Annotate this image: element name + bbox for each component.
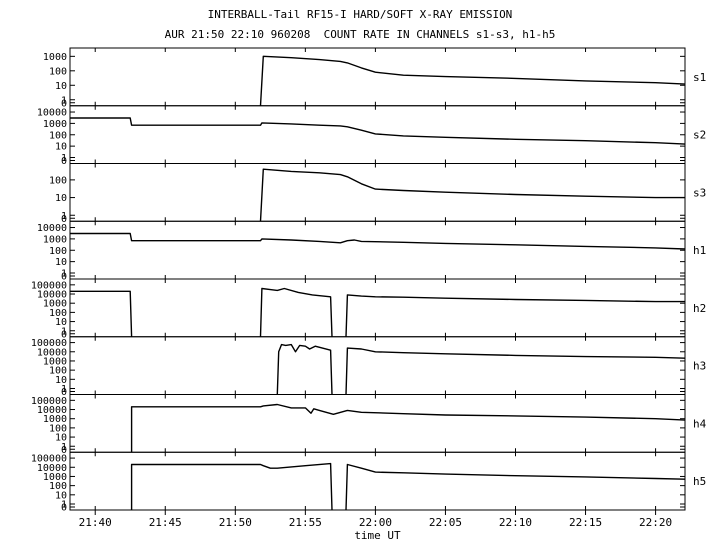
y-tick-label-s2: 10000 bbox=[37, 108, 67, 119]
y-tick-label-h4: 1 bbox=[61, 442, 67, 453]
y-tick-label-h2: 1 bbox=[61, 326, 67, 337]
panel-label-h2: h2 bbox=[693, 302, 706, 315]
series-line-h2-1 bbox=[259, 287, 333, 337]
panel-frame-h4 bbox=[69, 394, 686, 453]
chart-subtitle: AUR 21:50 22:10 960208 COUNT RATE IN CHA… bbox=[164, 28, 556, 41]
panel-label-h3: h3 bbox=[693, 360, 706, 373]
panel-label-s3: s3 bbox=[693, 186, 706, 199]
series-line-h5-1 bbox=[345, 463, 686, 511]
series-line-h2-2 bbox=[345, 294, 685, 337]
x-tick-label: 22:20 bbox=[639, 516, 672, 529]
y-tick-label-h2: 10000 bbox=[37, 290, 67, 301]
panel-label-h4: h4 bbox=[693, 417, 707, 430]
chart-title: INTERBALL-Tail RF15-I HARD/SOFT X-RAY EM… bbox=[207, 8, 513, 21]
y-tick-label-h2: 100000 bbox=[31, 280, 67, 291]
y-tick-label-h3: 1000 bbox=[43, 356, 67, 367]
panel-frame-s1 bbox=[69, 47, 686, 107]
y-tick-label-h3: 1 bbox=[61, 384, 67, 395]
y-tick-label-h4: 10 bbox=[55, 433, 67, 444]
y-tick-label-s2: 1000 bbox=[43, 119, 67, 130]
y-tick-label-h2: 100 bbox=[49, 308, 67, 319]
x-axis-label: time UT bbox=[354, 529, 401, 542]
y-tick-label-h5: 100000 bbox=[31, 454, 67, 465]
x-tick-label: 22:15 bbox=[569, 516, 602, 529]
y-tick-label-h5: 10000 bbox=[37, 463, 67, 474]
y-tick-label-h2: 1000 bbox=[43, 299, 67, 310]
x-tick-label: 21:40 bbox=[79, 516, 112, 529]
y-tick-label-h5: 1000 bbox=[43, 472, 67, 483]
y-tick-label-s2: 10 bbox=[55, 142, 67, 153]
y-tick-label-h2: 0 bbox=[61, 329, 67, 340]
y-tick-label-h5: 1 bbox=[61, 500, 67, 511]
y-tick-label-s2: 0 bbox=[61, 156, 67, 167]
y-tick-label-h5: 10 bbox=[55, 490, 67, 501]
panel-frame-h3 bbox=[69, 336, 686, 395]
y-tick-label-h3: 100 bbox=[49, 366, 67, 377]
y-tick-label-s1: 1000 bbox=[43, 52, 67, 63]
y-tick-label-h4: 0 bbox=[61, 445, 67, 456]
series-line-s1-1 bbox=[259, 55, 686, 106]
series-line-h4-0 bbox=[130, 403, 686, 453]
series-line-s3-1 bbox=[259, 168, 685, 222]
x-tick-label: 22:00 bbox=[359, 516, 392, 529]
y-tick-label-h3: 10 bbox=[55, 375, 67, 386]
y-tick-label-h1: 1 bbox=[61, 269, 67, 280]
panel-frame-h1 bbox=[69, 220, 686, 280]
series-line-h3-1 bbox=[345, 347, 686, 395]
y-tick-label-h4: 10000 bbox=[37, 405, 67, 416]
y-tick-label-h1: 10000 bbox=[37, 223, 67, 234]
series-line-h2-0 bbox=[70, 290, 133, 337]
y-tick-label-s3: 1 bbox=[61, 211, 67, 222]
y-tick-label-h2: 10 bbox=[55, 317, 67, 328]
series-line-h1-0 bbox=[70, 232, 686, 250]
x-tick-label: 22:05 bbox=[429, 516, 462, 529]
y-tick-label-s1: 10 bbox=[55, 81, 67, 92]
panel-label-s2: s2 bbox=[693, 129, 706, 142]
panel-frame-h2 bbox=[69, 278, 686, 338]
y-tick-label-h4: 100000 bbox=[31, 396, 67, 407]
y-tick-label-h3: 10000 bbox=[37, 347, 67, 358]
x-tick-label: 21:45 bbox=[149, 516, 182, 529]
y-tick-label-h3: 0 bbox=[61, 387, 67, 398]
y-tick-label-s3: 10 bbox=[55, 193, 67, 204]
panel-label-s1: s1 bbox=[693, 71, 706, 84]
y-tick-label-s1: 100 bbox=[49, 66, 67, 77]
y-tick-label-h1: 1000 bbox=[43, 234, 67, 245]
y-tick-label-h4: 100 bbox=[49, 423, 67, 434]
y-tick-label-s1: 0 bbox=[61, 98, 67, 109]
y-tick-label-h1: 100 bbox=[49, 246, 67, 257]
y-tick-label-s2: 100 bbox=[49, 130, 67, 141]
x-tick-label: 22:10 bbox=[499, 516, 532, 529]
y-tick-label-h3: 100000 bbox=[31, 338, 67, 349]
y-tick-label-h5: 0 bbox=[61, 503, 67, 514]
x-tick-label: 21:55 bbox=[289, 516, 322, 529]
panel-frame-h5 bbox=[69, 451, 686, 511]
y-tick-label-s3: 100 bbox=[49, 175, 67, 186]
y-tick-label-h5: 100 bbox=[49, 481, 67, 492]
y-tick-label-h1: 10 bbox=[55, 257, 67, 268]
y-tick-label-h4: 1000 bbox=[43, 414, 67, 425]
series-line-s2-0 bbox=[70, 117, 686, 145]
panel-label-h1: h1 bbox=[693, 244, 706, 257]
series-line-h3-0 bbox=[276, 343, 333, 395]
panel-label-h5: h5 bbox=[693, 475, 706, 488]
panel-frame-s3 bbox=[69, 163, 686, 222]
series-line-h5-0 bbox=[130, 462, 333, 511]
y-tick-label-h1: 0 bbox=[61, 272, 67, 283]
y-tick-label-s1: 1 bbox=[61, 95, 67, 106]
y-tick-label-s2: 1 bbox=[61, 153, 67, 164]
x-tick-label: 21:50 bbox=[219, 516, 252, 529]
y-tick-label-s3: 0 bbox=[61, 214, 67, 225]
